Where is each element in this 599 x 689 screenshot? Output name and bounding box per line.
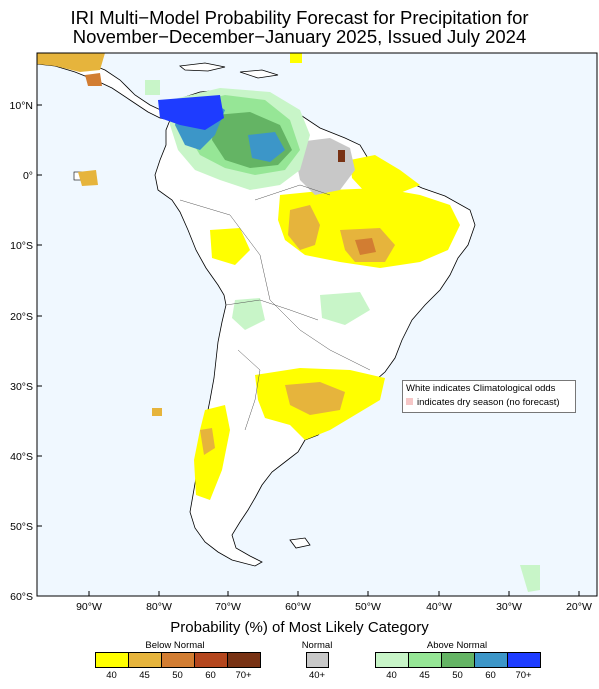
lon-label: 90°W xyxy=(76,601,102,613)
below-normal-swatch xyxy=(227,652,261,668)
below-normal-swatch xyxy=(194,652,228,668)
above-normal-value-label: 45 xyxy=(419,670,430,681)
above-normal-swatch xyxy=(441,652,475,668)
above-normal-value-label: 40 xyxy=(386,670,397,681)
above-normal-swatch xyxy=(507,652,541,668)
above-normal-shading xyxy=(145,80,540,592)
above-normal-swatch xyxy=(474,652,508,668)
normal-swatch xyxy=(306,652,329,668)
lat-label: 10°S xyxy=(10,240,33,252)
lon-label: 30°W xyxy=(496,601,522,613)
below-normal-value-label: 50 xyxy=(172,670,183,681)
falkland-islands xyxy=(289,537,311,549)
above-normal-swatch xyxy=(375,652,409,668)
note-climatology-text: White indicates Climatological odds xyxy=(406,383,556,394)
below-normal-swatch xyxy=(128,652,162,668)
lat-label: 20°S xyxy=(10,311,33,323)
lat-label: 10°N xyxy=(10,100,33,112)
legend-note: White indicates Climatological odds indi… xyxy=(402,380,576,413)
below-normal-swatch xyxy=(95,652,129,668)
note-dry-season-text: indicates dry season (no forecast) xyxy=(417,397,560,408)
lat-label: 30°S xyxy=(10,381,33,393)
below-normal-label: Below Normal xyxy=(145,640,205,651)
normal-label: Normal xyxy=(301,640,333,651)
below-normal-value-label: 45 xyxy=(139,670,150,681)
below-normal-shading xyxy=(37,53,460,500)
below-normal-value-label: 70+ xyxy=(235,670,252,681)
dry-season-swatch xyxy=(406,398,413,405)
map-title-line1: IRI Multi−Model Probability Forecast for… xyxy=(70,7,529,28)
below-normal-swatch xyxy=(161,652,195,668)
lon-label: 60°W xyxy=(285,601,311,613)
above-normal-label: Above Normal xyxy=(426,640,488,651)
lon-label: 20°W xyxy=(566,601,592,613)
map-title-line2: November−December−January 2025, Issued J… xyxy=(72,26,527,47)
country-borders xyxy=(179,184,371,431)
dry-season-shading xyxy=(152,53,302,416)
above-normal-value-label: 50 xyxy=(452,670,463,681)
lat-label: 50°S xyxy=(10,521,33,533)
longitude-axis: 90°W 80°W 70°W 60°W 50°W 40°W 30°W 20°W xyxy=(76,591,592,613)
latitude-axis: 10°N 0° 10°S 20°S 30°S 40°S 50°S 60°S xyxy=(10,100,42,603)
normal-value-label: 40+ xyxy=(308,670,326,681)
lat-label: 0° xyxy=(23,170,33,182)
legend-title: Probability (%) of Most Likely Category xyxy=(170,619,429,636)
normal-shading xyxy=(296,138,355,195)
lon-label: 70°W xyxy=(215,601,241,613)
lon-label: 50°W xyxy=(355,601,381,613)
lat-label: 60°S xyxy=(10,591,33,603)
above-normal-value-label: 70+ xyxy=(515,670,532,681)
above-normal-value-label: 60 xyxy=(485,670,496,681)
lon-label: 40°W xyxy=(426,601,452,613)
caribbean-islands xyxy=(179,62,279,79)
map-frame xyxy=(36,52,598,597)
below-normal-value-label: 60 xyxy=(205,670,216,681)
lat-label: 40°S xyxy=(10,451,33,463)
below-normal-value-label: 40 xyxy=(106,670,117,681)
above-normal-swatch xyxy=(408,652,442,668)
lon-label: 80°W xyxy=(146,601,172,613)
